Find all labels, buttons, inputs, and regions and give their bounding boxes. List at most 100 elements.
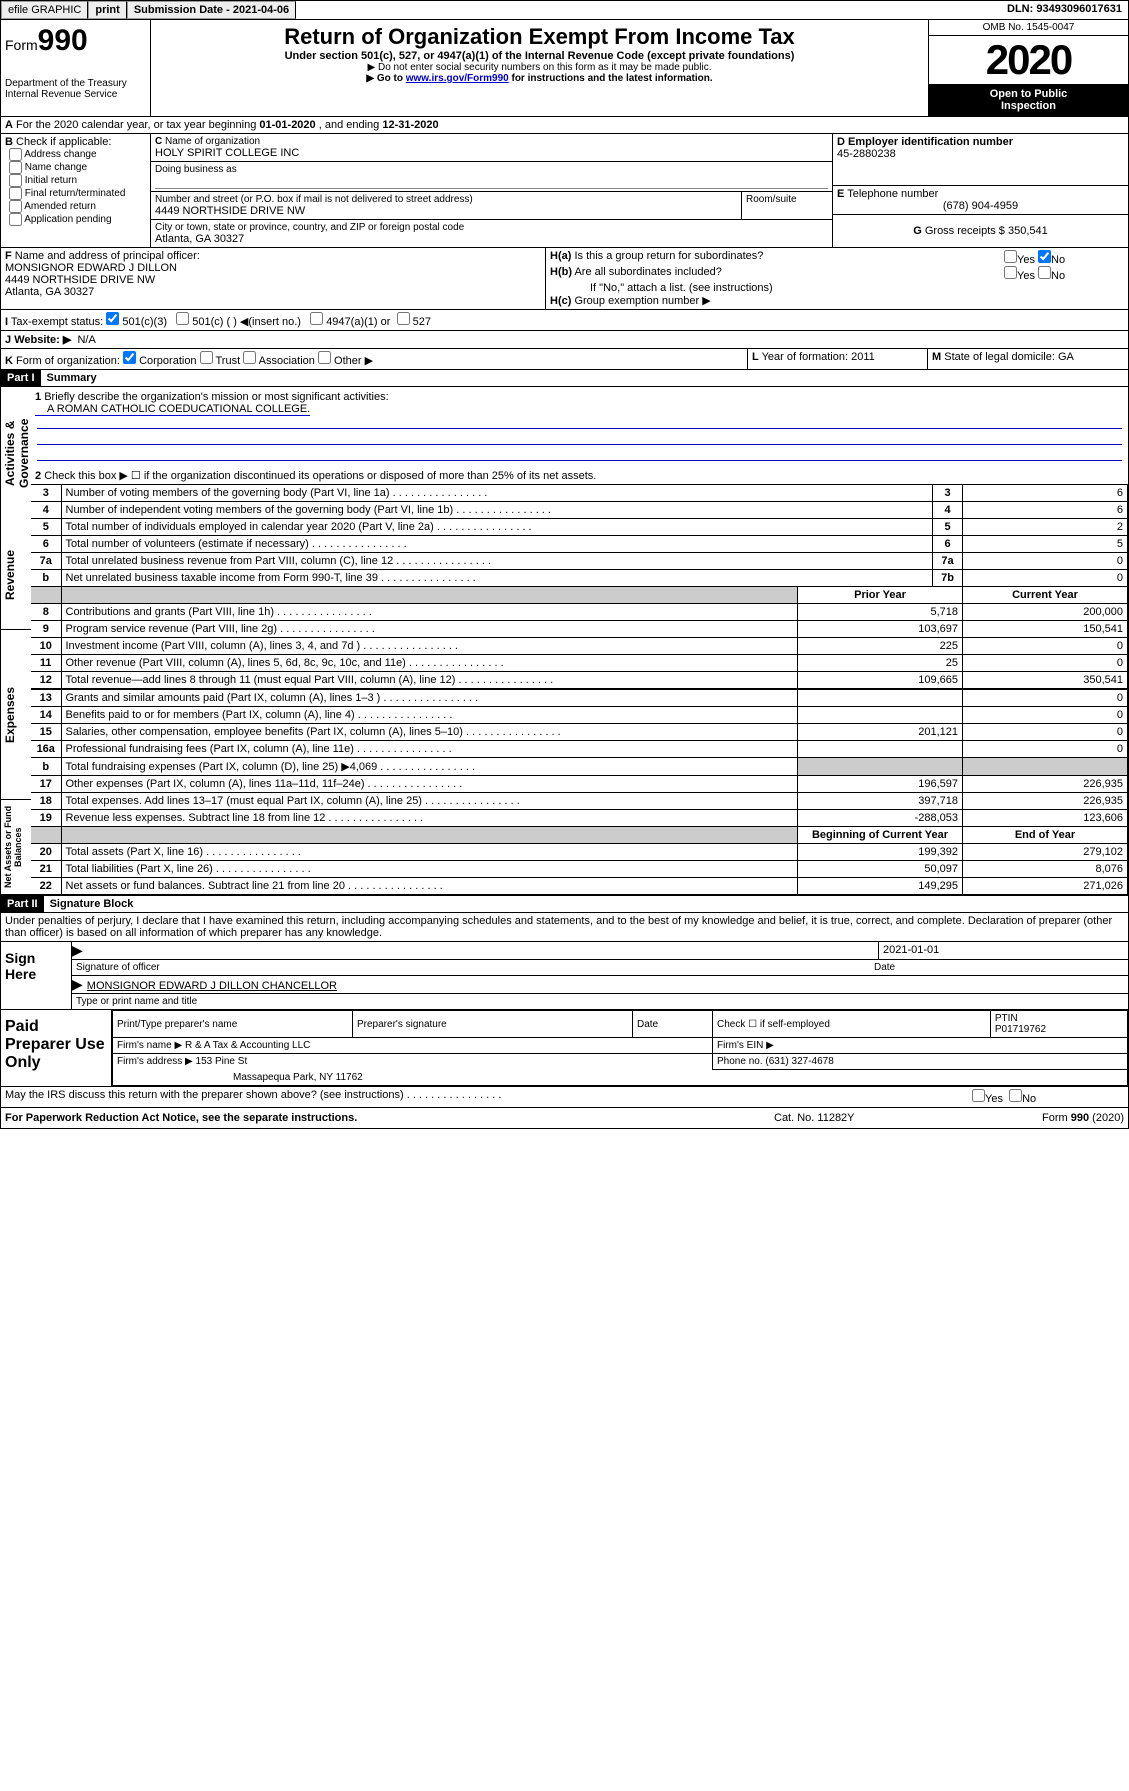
table-row: 22Net assets or fund balances. Subtract … — [31, 878, 1128, 895]
chk-address-change[interactable]: Address change — [5, 148, 146, 161]
line-k-l-m: K Form of organization: Corporation Trus… — [0, 349, 1129, 370]
subtitle-2: ▶ Do not enter social security numbers o… — [155, 62, 924, 73]
addr-lbl: Number and street (or P.O. box if mail i… — [155, 194, 737, 205]
mission-lbl: Briefly describe the organization's miss… — [44, 391, 388, 403]
officer-name: MONSIGNOR EDWARD J DILLON — [5, 262, 177, 274]
part1-header: Part I Summary — [0, 370, 1129, 387]
mission-line-4 — [37, 447, 1122, 461]
chk-app-pending[interactable]: Application pending — [5, 213, 146, 226]
efile-button[interactable]: efile GRAPHIC — [1, 1, 88, 19]
officer-lbl: Name and address of principal officer: — [15, 250, 200, 262]
print-button[interactable]: print — [88, 1, 126, 19]
vlabel-expenses: Expenses — [1, 630, 31, 800]
i-527[interactable]: 527 — [397, 316, 431, 328]
sig-name-lbl: Type or print name and title — [72, 994, 1128, 1009]
part2-header: Part II Signature Block — [0, 896, 1129, 913]
discuss-yes[interactable]: Yes — [972, 1093, 1003, 1105]
dln: DLN: 93493096017631 — [1001, 1, 1128, 19]
ein-lbl: Employer identification number — [848, 136, 1013, 148]
chk-initial-return[interactable]: Initial return — [5, 174, 146, 187]
hb-no[interactable]: No — [1038, 270, 1065, 282]
paid-preparer-block: Paid Preparer Use Only Print/Type prepar… — [0, 1010, 1129, 1087]
officer-addr1: 4449 NORTHSIDE DRIVE NW — [5, 274, 155, 286]
self-employed-lbl: Check ☐ if self-employed — [713, 1011, 991, 1038]
discuss-no[interactable]: No — [1009, 1093, 1036, 1105]
ein-value: 45-2880238 — [837, 148, 1124, 160]
mission-line-2 — [37, 415, 1122, 429]
firm-addr2: Massapequa Park, NY 11762 — [113, 1070, 1128, 1086]
form-title: Return of Organization Exempt From Incom… — [155, 24, 924, 50]
ha-no[interactable]: No — [1038, 254, 1065, 266]
line-j: J Website: ▶ N/A — [0, 331, 1129, 349]
sig-name: MONSIGNOR EDWARD J DILLON CHANCELLOR — [83, 976, 341, 993]
cat-no: Cat. No. 11282Y — [774, 1112, 974, 1124]
section-b-to-g: B Check if applicable: Address change Na… — [0, 134, 1129, 248]
chk-final-return[interactable]: Final return/terminated — [5, 187, 146, 200]
table-row: 20Total assets (Part X, line 16)199,3922… — [31, 844, 1128, 861]
table-row: 6Total number of volunteers (estimate if… — [31, 536, 1128, 553]
table-row: 13Grants and similar amounts paid (Part … — [31, 690, 1128, 707]
chk-amended[interactable]: Amended return — [5, 200, 146, 213]
form-header: Form990 Department of the Treasury Inter… — [0, 20, 1129, 117]
table-row: 11Other revenue (Part VIII, column (A), … — [31, 655, 1128, 672]
table-row: 17Other expenses (Part IX, column (A), l… — [31, 776, 1128, 793]
ptin-lbl: PTIN — [995, 1013, 1018, 1024]
table-row: 10Investment income (Part VIII, column (… — [31, 638, 1128, 655]
vlabel-governance: Activities & Governance — [1, 387, 31, 520]
line-i: I Tax-exempt status: 501(c)(3) 501(c) ( … — [0, 310, 1129, 331]
table-row: 15Salaries, other compensation, employee… — [31, 724, 1128, 741]
year-formation: 2011 — [851, 351, 875, 363]
vlabel-netassets: Net Assets or Fund Balances — [1, 800, 31, 895]
table-row: 21Total liabilities (Part X, line 26)50,… — [31, 861, 1128, 878]
gross-value: 350,541 — [1008, 225, 1048, 237]
street-address: 4449 NORTHSIDE DRIVE NW — [155, 205, 737, 217]
irs-link[interactable]: www.irs.gov/Form990 — [406, 73, 509, 84]
table-row: 16aProfessional fundraising fees (Part I… — [31, 741, 1128, 758]
ptin-value: P01719762 — [995, 1024, 1046, 1035]
gross-lbl: Gross receipts $ — [925, 225, 1005, 237]
hb-text: Are all subordinates included? — [574, 266, 721, 278]
i-501c[interactable]: 501(c) ( ) ◀(insert no.) — [176, 316, 301, 328]
mission-line-3 — [37, 431, 1122, 445]
discuss-row: May the IRS discuss this return with the… — [0, 1087, 1129, 1108]
ha-yes[interactable]: Yes — [1004, 254, 1035, 266]
firm-addr-lbl: Firm's address ▶ — [117, 1056, 193, 1067]
k-corp[interactable]: Corporation — [123, 355, 197, 367]
officer-addr2: Atlanta, GA 30327 — [5, 286, 94, 298]
k-assoc[interactable]: Association — [243, 355, 315, 367]
k-other[interactable]: Other ▶ — [318, 355, 373, 367]
k-trust[interactable]: Trust — [200, 355, 241, 367]
hb-yes[interactable]: Yes — [1004, 270, 1035, 282]
c-name-lbl: Name of organization — [165, 136, 260, 147]
sign-here-block: Sign Here ▶2021-01-01 Signature of offic… — [0, 942, 1129, 1010]
firm-name: R & A Tax & Accounting LLC — [185, 1040, 310, 1051]
city-lbl: City or town, state or province, country… — [155, 222, 828, 233]
line2-text: Check this box ▶ ☐ if the organization d… — [44, 470, 596, 482]
chk-name-change[interactable]: Name change — [5, 161, 146, 174]
room-suite-lbl: Room/suite — [742, 192, 832, 219]
footer: For Paperwork Reduction Act Notice, see … — [0, 1108, 1129, 1129]
table-row: 3Number of voting members of the governi… — [31, 485, 1128, 502]
sig-officer-lbl: Signature of officer — [76, 962, 874, 973]
state-domicile: GA — [1058, 351, 1074, 363]
topbar: efile GRAPHIC print Submission Date - 20… — [0, 0, 1129, 20]
hb-note: If "No," attach a list. (see instruction… — [550, 282, 1124, 294]
sub-date: 2021-04-06 — [233, 4, 289, 16]
submission-date: Submission Date - 2021-04-06 — [127, 1, 296, 19]
dba-value — [155, 175, 828, 189]
table-row: 19Revenue less expenses. Subtract line 1… — [31, 810, 1128, 827]
i-4947[interactable]: 4947(a)(1) or — [310, 316, 390, 328]
open-public: Open to PublicInspection — [929, 84, 1128, 116]
ha-text: Is this a group return for subordinates? — [574, 250, 763, 262]
org-name: HOLY SPIRIT COLLEGE INC — [155, 147, 828, 159]
tax-year: 2020 — [929, 36, 1128, 84]
sign-date: 2021-01-01 — [878, 942, 1128, 959]
prep-date-lbl: Date — [633, 1011, 713, 1038]
i-501c3[interactable]: 501(c)(3) — [106, 316, 167, 328]
firm-addr1: 153 Pine St — [196, 1056, 248, 1067]
phone-lbl: Telephone number — [847, 188, 938, 200]
sig-date-lbl: Date — [874, 962, 1124, 973]
irs-label: Internal Revenue Service — [5, 89, 146, 100]
table-row: bTotal fundraising expenses (Part IX, co… — [31, 758, 1128, 776]
dba-lbl: Doing business as — [155, 164, 828, 175]
